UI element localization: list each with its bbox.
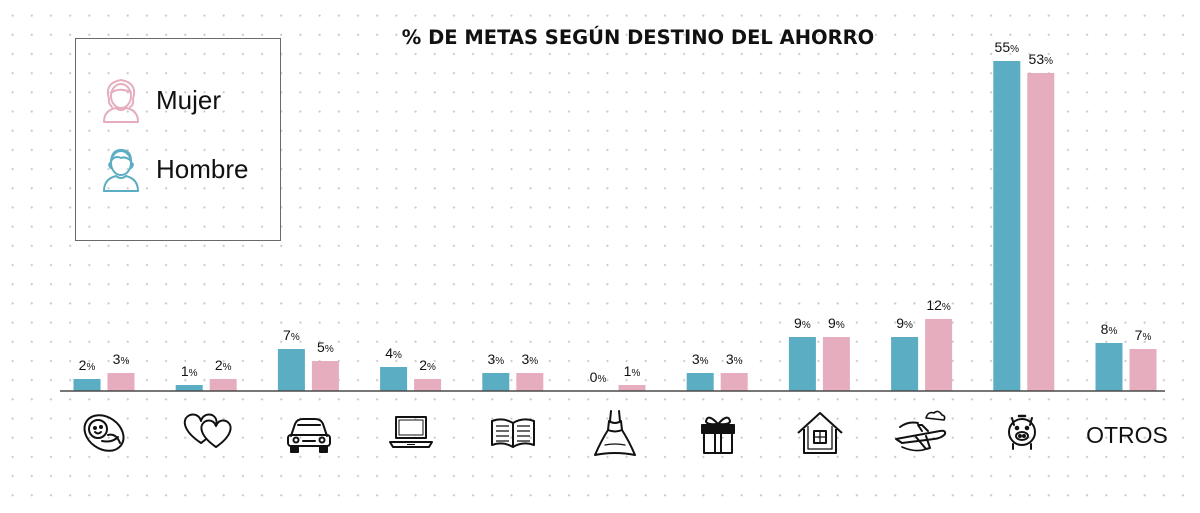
bar-mujer-6 [720, 373, 748, 391]
value-label-mujer-10: 7% [1135, 327, 1152, 343]
legend-label-hombre: Hombre [156, 153, 249, 184]
value-label-mujer-5: 1% [624, 363, 641, 379]
chart-title: % DE METAS SEGÚN DESTINO DEL AHORRO [402, 25, 875, 49]
legend: Mujer Hombre [75, 38, 281, 241]
legend-label-mujer: Mujer [156, 84, 222, 115]
value-label-mujer-0: 3% [113, 351, 130, 367]
bar-mujer-7 [822, 337, 850, 391]
value-label-hombre-4: 3% [487, 351, 504, 367]
bar-hombre-9 [993, 61, 1021, 391]
bar-mujer-5 [618, 385, 646, 391]
bar-mujer-4 [516, 373, 544, 391]
bar-mujer-9 [1027, 73, 1055, 391]
bars-group [73, 61, 1157, 391]
bar-hombre-2 [277, 349, 305, 391]
value-label-hombre-5: 0% [590, 369, 607, 385]
bar-mujer-10 [1129, 349, 1157, 391]
baby-icon [83, 414, 125, 452]
legend-item-mujer: Mujer [98, 75, 221, 125]
value-label-hombre-9: 55% [995, 39, 1020, 55]
man-icon [103, 149, 139, 192]
value-label-mujer-8: 12% [926, 297, 951, 313]
dress-icon [594, 410, 636, 456]
hearts-icon [183, 413, 232, 448]
value-label-mujer-1: 2% [215, 357, 232, 373]
value-labels-group: 2% 3% 1% 2% 7% 5% 4% 2% 3% 3% 0% 1% 3% 3% 9% 9% 9% 12% 55%… [79, 39, 1152, 385]
value-label-mujer-3: 2% [419, 357, 436, 373]
bar-mujer-1 [209, 379, 237, 391]
value-label-mujer-4: 3% [521, 351, 538, 367]
woman-icon [103, 79, 139, 123]
value-label-mujer-7: 9% [828, 315, 845, 331]
bar-hombre-7 [788, 337, 816, 391]
bar-hombre-1 [175, 385, 203, 391]
value-label-hombre-10: 8% [1101, 321, 1118, 337]
legend-item-hombre: Hombre [98, 144, 248, 194]
bar-mujer-2 [311, 361, 339, 391]
value-label-hombre-7: 9% [794, 315, 811, 331]
value-label-hombre-6: 3% [692, 351, 709, 367]
bar-hombre-0 [73, 379, 101, 391]
bar-hombre-10 [1095, 343, 1123, 391]
bar-mujer-8 [925, 319, 953, 391]
bar-hombre-3 [380, 367, 408, 391]
value-label-mujer-6: 3% [726, 351, 743, 367]
value-label-hombre-3: 4% [385, 345, 402, 361]
gift-icon [701, 416, 735, 454]
bar-mujer-3 [414, 379, 442, 391]
value-label-hombre-0: 2% [79, 357, 96, 373]
laptop-icon [389, 416, 433, 448]
value-label-hombre-1: 1% [181, 363, 198, 379]
value-label-hombre-2: 7% [283, 327, 300, 343]
bar-hombre-6 [686, 373, 714, 391]
bar-hombre-8 [891, 337, 919, 391]
travel-icon [895, 410, 947, 452]
value-label-mujer-9: 53% [1029, 51, 1054, 67]
value-label-mujer-2: 5% [317, 339, 334, 355]
book-icon [491, 418, 535, 448]
value-label-hombre-8: 9% [896, 315, 913, 331]
piggy-bank-icon [1008, 414, 1036, 450]
bar-hombre-4 [482, 373, 510, 391]
house-icon [797, 412, 843, 454]
bar-mujer-0 [107, 373, 135, 391]
car-icon [287, 418, 331, 453]
category-label-otros: OTROS [1086, 422, 1168, 448]
